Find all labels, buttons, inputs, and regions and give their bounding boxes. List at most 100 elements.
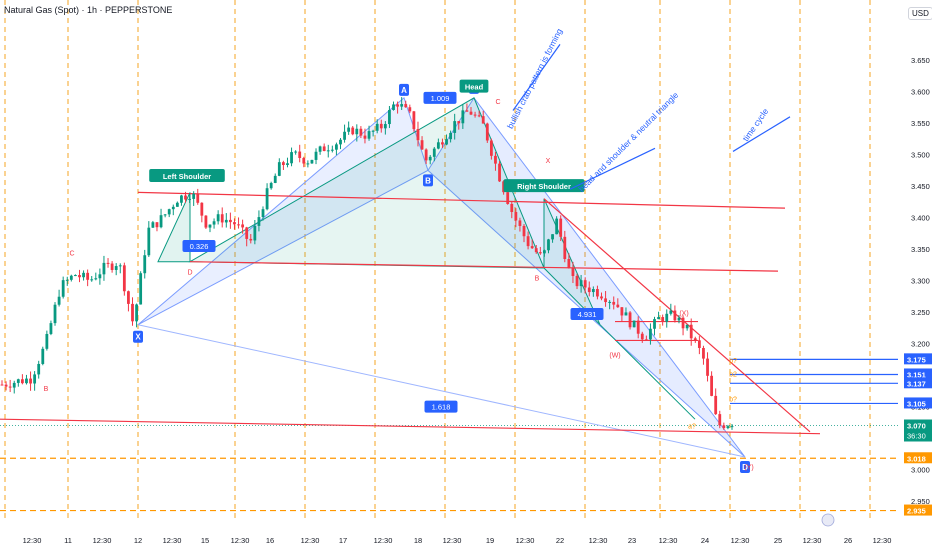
hs-left: [157, 192, 191, 263]
head-label-bg: [459, 79, 489, 93]
candle-body: [4, 384, 8, 387]
pattern-point-x: X: [135, 333, 141, 342]
candle-body: [175, 202, 179, 207]
pattern-point-bg: [133, 330, 143, 343]
price-label-bg: [904, 377, 932, 389]
candle-body: [147, 227, 151, 256]
candle-body: [290, 152, 293, 164]
candle-body: [477, 115, 481, 117]
candle-body: [726, 426, 730, 429]
time-tick-label: 12:30: [231, 536, 250, 545]
candle-body: [526, 236, 530, 247]
candle-body: [347, 127, 351, 132]
candle-body: [281, 162, 285, 166]
time-tick-label: 12:30: [93, 536, 112, 545]
candle-body: [677, 317, 681, 321]
candle-body: [20, 379, 24, 384]
candle-body: [302, 158, 306, 164]
candle-body: [49, 323, 53, 334]
pattern-point-a: A: [401, 86, 407, 95]
candle-body: [702, 347, 705, 359]
candle-body: [294, 151, 298, 153]
candle-body: [237, 224, 240, 226]
candle-body: [82, 272, 85, 278]
candle-body: [86, 272, 90, 280]
candle-body: [306, 163, 310, 165]
candle-body: [555, 218, 559, 235]
time-axis[interactable]: 12:30 11 12:30 12 12:30 15 12:30 16 12:30 17 12:30…: [0, 513, 932, 550]
candle-body: [649, 328, 652, 340]
candle-body: [494, 155, 497, 164]
symbol-title: Natural Gas (Spot) · 1h · PEPPERSTONE: [4, 5, 173, 15]
price-label: 3.137: [907, 379, 926, 388]
candle-body: [673, 310, 677, 321]
candle-body: [110, 263, 114, 270]
candle-body: [98, 274, 102, 279]
right-shoulder-label-bg: [503, 179, 585, 193]
note-arrow: [569, 147, 656, 190]
currency-label[interactable]: USD: [908, 7, 932, 20]
time-tick-label: 12:30: [731, 536, 750, 545]
candle-body: [388, 109, 391, 125]
candle-body: [518, 220, 522, 226]
time-tick-label: 12:30: [659, 536, 678, 545]
time-tick-label: 15: [201, 536, 209, 545]
candle-body: [298, 151, 302, 159]
candle-body: [65, 279, 69, 281]
candle-body: [253, 225, 257, 241]
price-label: 2.935: [907, 507, 926, 516]
price-axis[interactable]: 3.650 3.600 3.550 3.500 3.450 3.400 3.350 3.300…: [898, 0, 932, 550]
ratio-bg: [182, 239, 216, 252]
candle-body: [318, 146, 322, 152]
candle-body: [608, 301, 612, 303]
candle-body: [714, 395, 718, 415]
price-label-bg: [904, 504, 932, 516]
candle-body: [204, 215, 208, 228]
note-arrow: [732, 116, 791, 152]
wave-label: (X): [679, 310, 688, 317]
candle-body: [465, 110, 469, 112]
candle-body: [567, 258, 571, 268]
pattern-point-b: B: [425, 176, 431, 185]
candle-body: [261, 209, 265, 218]
candle-body: [61, 280, 65, 297]
candle-body: [363, 135, 367, 139]
candle-body: [506, 192, 510, 204]
time-tick-label: 12:30: [374, 536, 393, 545]
candle-body: [367, 131, 371, 139]
time-tick-label: 12:30: [23, 536, 42, 545]
price-tick-label: 3.350: [911, 245, 930, 254]
candle-body: [534, 248, 538, 253]
candle-body: [453, 121, 457, 133]
candle-body: [718, 414, 722, 426]
price-label-bg: [904, 353, 932, 365]
time-tick-label: 26: [844, 536, 852, 545]
candle-body: [249, 238, 253, 241]
candle-body: [212, 221, 216, 225]
candle-body: [596, 289, 599, 297]
candle-body: [575, 275, 579, 287]
candle-body: [196, 193, 200, 203]
candle-body: [180, 195, 183, 203]
time-tick-label: 12:30: [163, 536, 182, 545]
candle-body: [224, 219, 228, 223]
candle-body: [131, 303, 134, 322]
candle-body: [216, 214, 220, 222]
candle-body: [78, 275, 81, 278]
candle-body: [355, 128, 359, 135]
candle-body: [94, 278, 98, 280]
wave-label: C: [69, 250, 74, 257]
candle-body: [371, 130, 375, 132]
candle-body: [330, 149, 334, 151]
candle-body: [200, 202, 204, 216]
candle-body: [29, 378, 32, 384]
candle-body: [449, 132, 453, 140]
ratio-label: 0.326: [190, 242, 209, 251]
harmonic-xab: [137, 97, 429, 326]
candle-body: [543, 250, 546, 254]
head-label: Head: [465, 83, 484, 92]
time-axis-bg: [0, 534, 932, 550]
candle-body: [379, 123, 383, 129]
candle-body: [583, 280, 587, 288]
